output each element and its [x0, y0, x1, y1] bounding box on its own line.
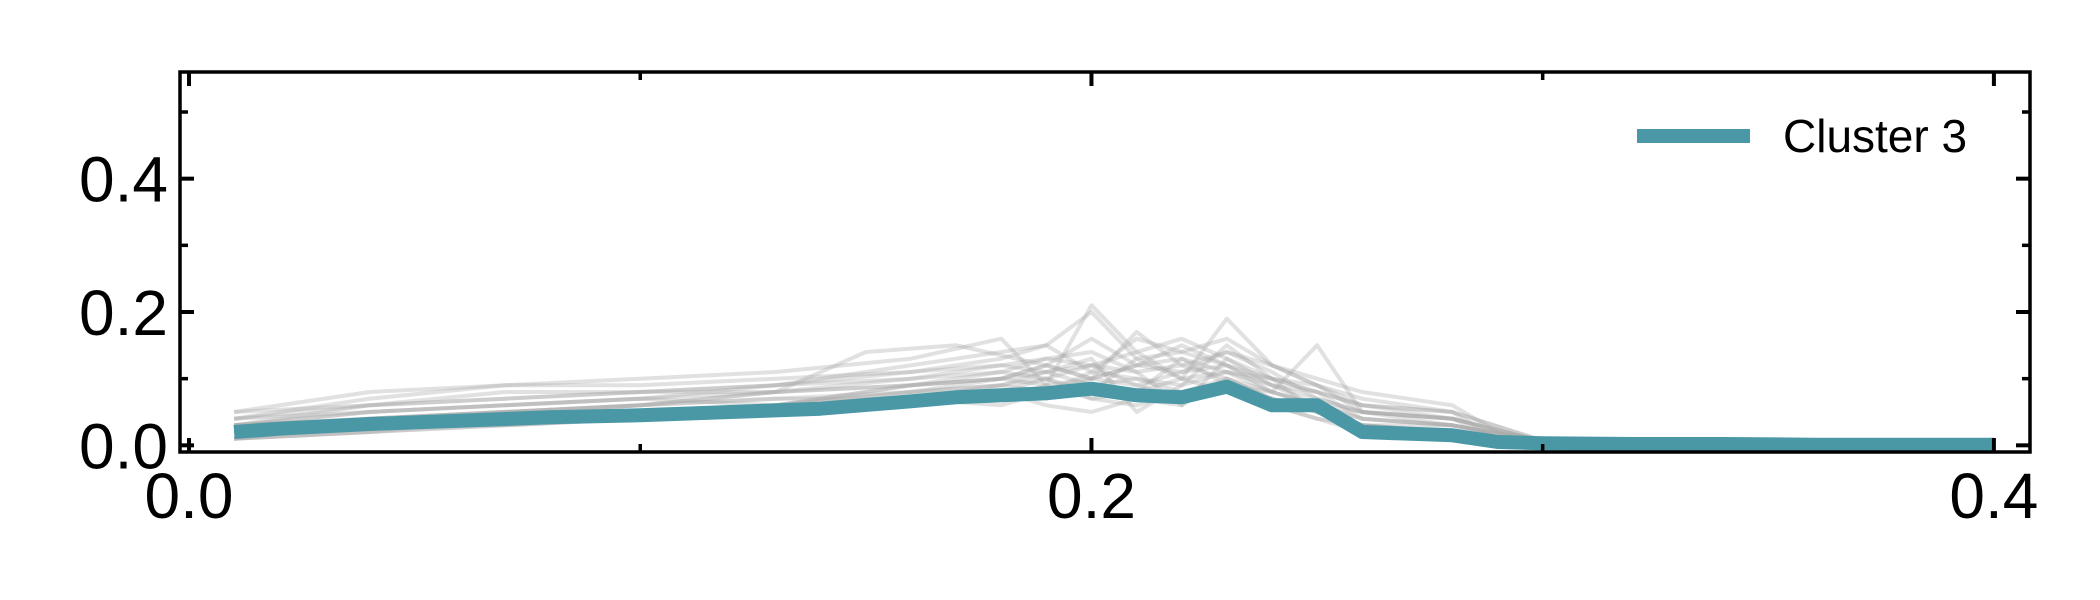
y-tick-label: 0.2 [79, 277, 168, 349]
plot-frame [178, 70, 2032, 454]
x-tick-label: 0.4 [1949, 460, 2038, 532]
y-tick-label: 0.0 [79, 410, 168, 482]
legend: Cluster 3 [1637, 110, 1967, 162]
background-line-4 [233, 350, 1994, 447]
background-line-12 [234, 350, 1994, 447]
x-tick-label: 0.2 [1047, 460, 1136, 532]
series-line-0 [233, 379, 1994, 452]
background-line-14 [233, 336, 1994, 447]
background-line-18 [234, 363, 1994, 447]
background-line-6 [233, 343, 1994, 447]
background-line-16 [233, 336, 1994, 447]
series-lines [233, 379, 1994, 452]
x-tick-label: 0.0 [145, 460, 234, 532]
y-tick-label: 0.4 [79, 144, 168, 216]
background-line-2 [233, 303, 1994, 447]
background-line-15 [234, 370, 1994, 447]
plot-border [178, 70, 2032, 454]
axis-ticks [180, 72, 2030, 452]
legend-label: Cluster 3 [1783, 110, 1967, 162]
tick-labels: 0.0 0.2 0.4 0.0 0.2 0.4 [79, 144, 2038, 532]
